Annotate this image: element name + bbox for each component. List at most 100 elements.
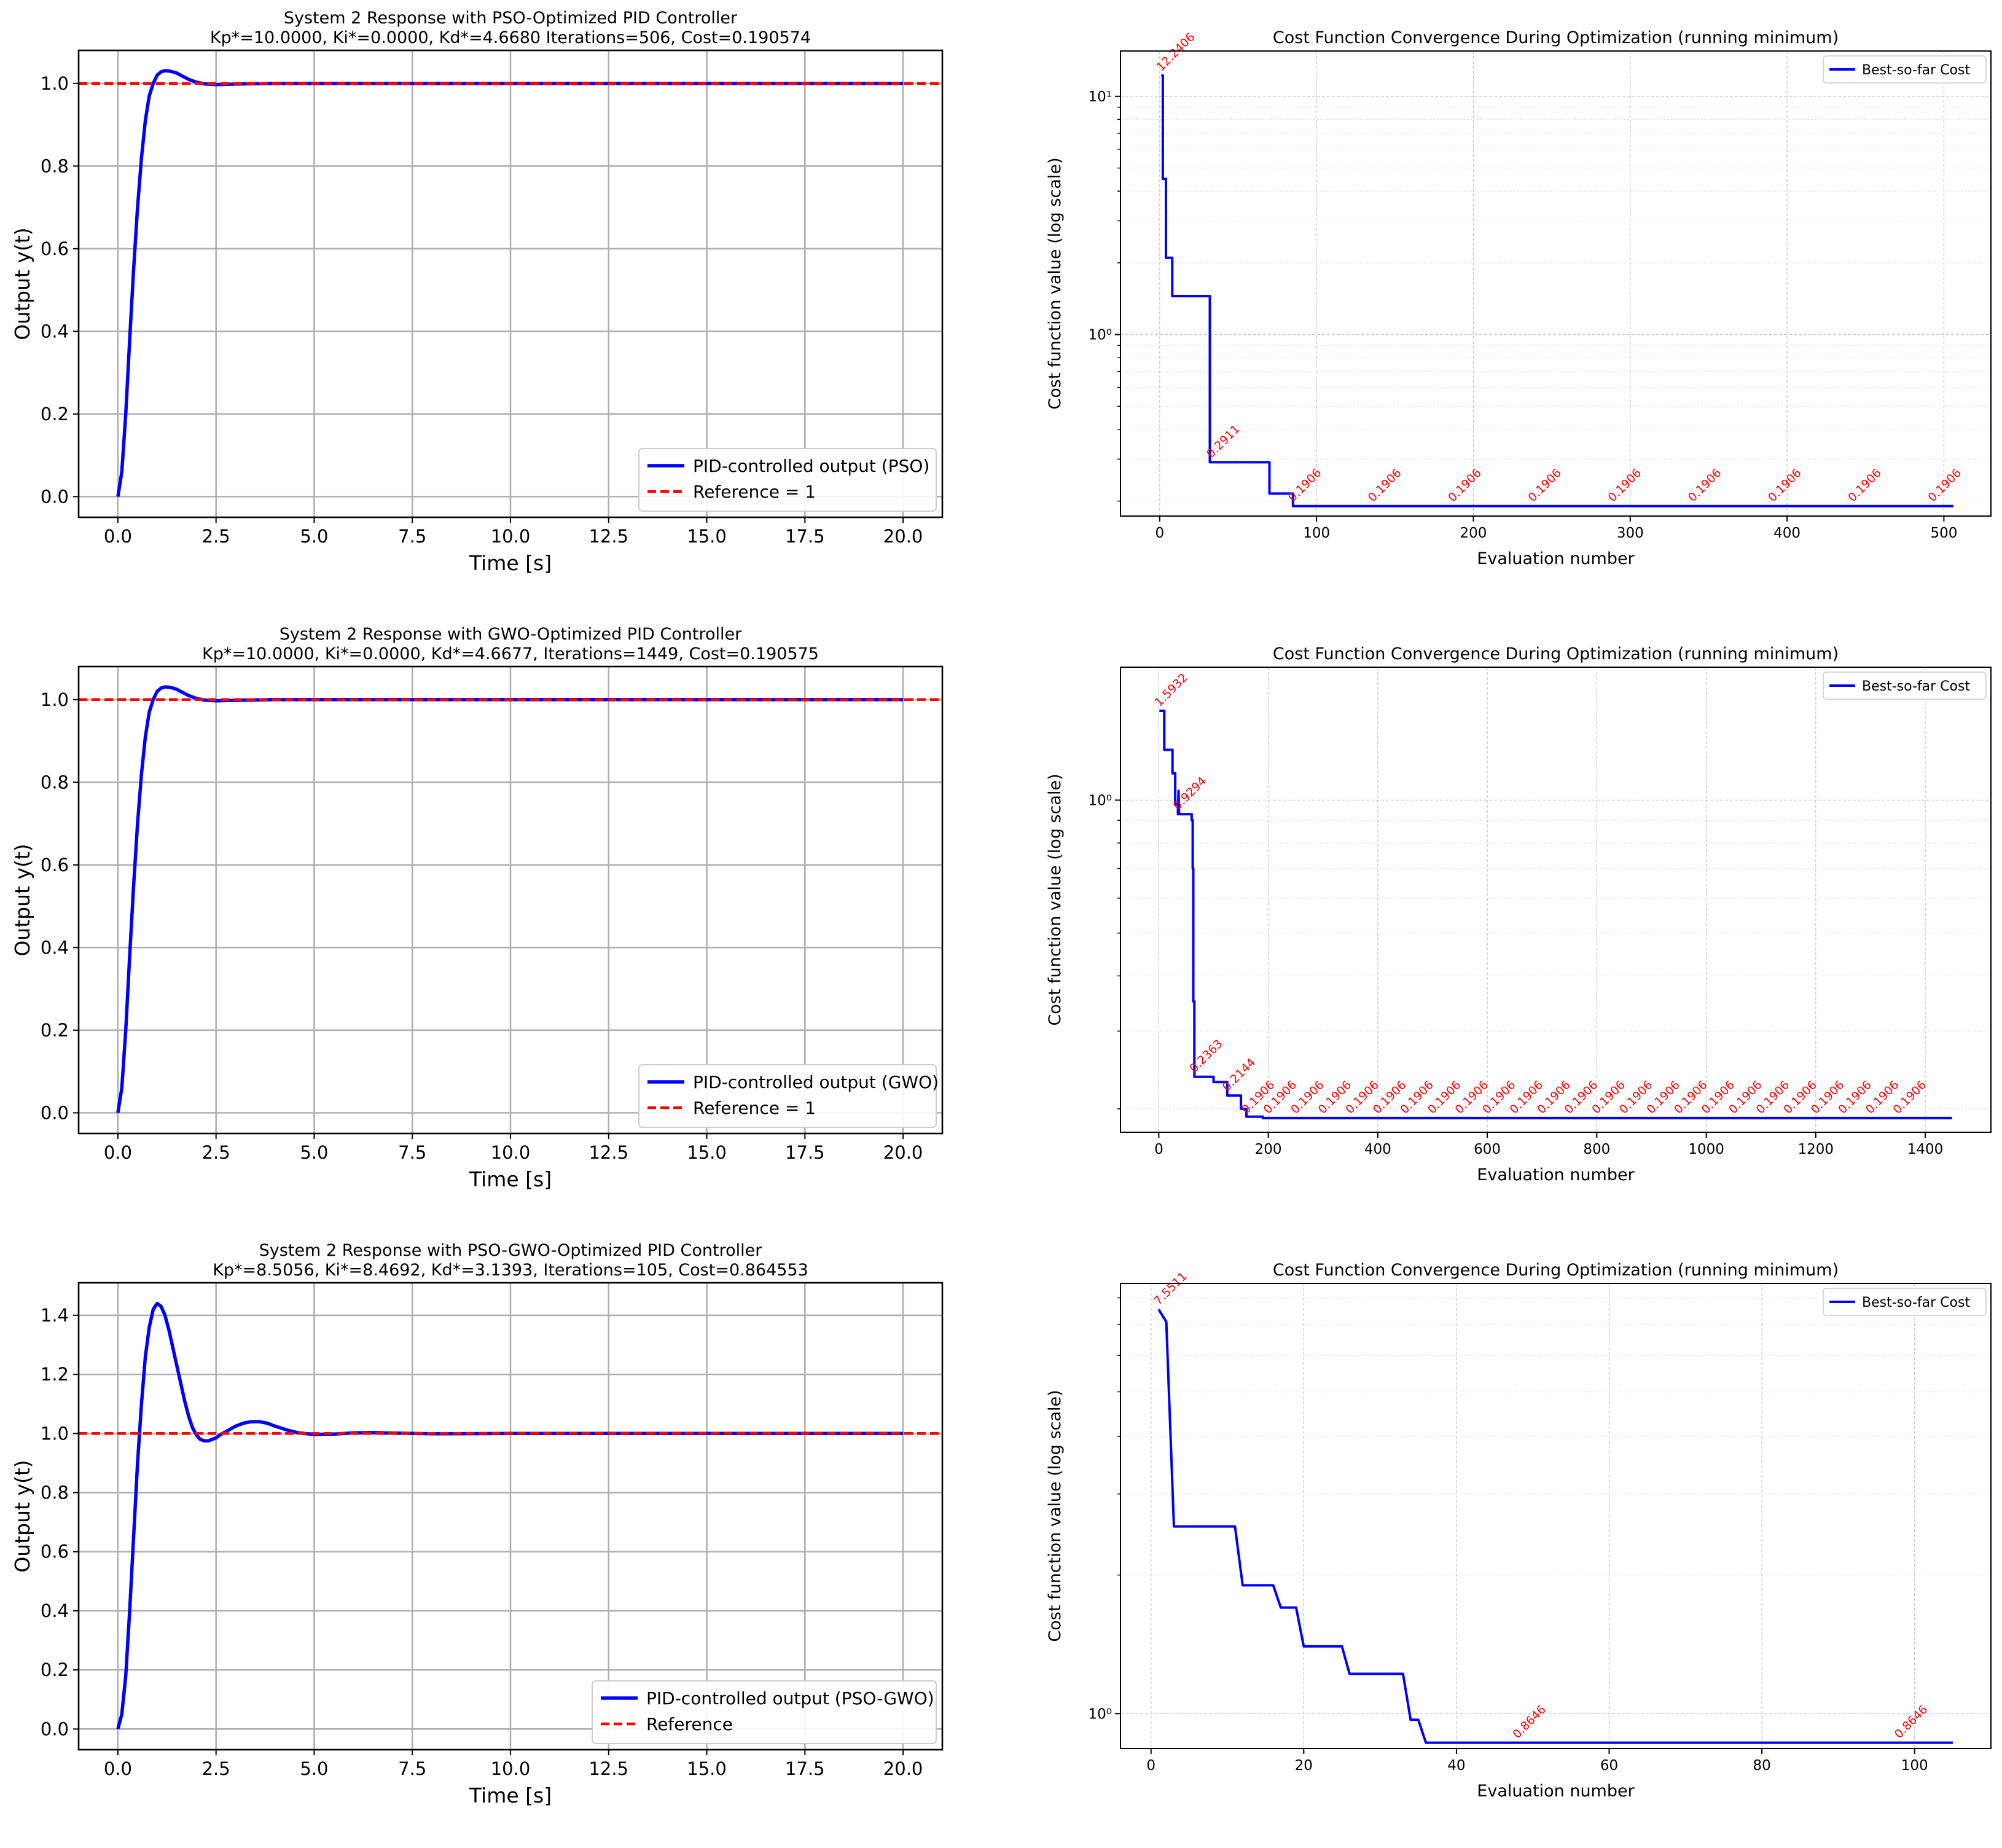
x-tick-label: 5.0 [300, 1142, 328, 1163]
series-group [79, 1301, 942, 1730]
chart-title: Cost Function Convergence During Optimiz… [1273, 644, 1839, 664]
x-tick-label: 80 [1753, 1758, 1770, 1774]
legend-box [1823, 55, 1987, 84]
x-tick-label: 300 [1617, 525, 1644, 541]
x-tick-label: 0.0 [104, 1758, 132, 1779]
x-tick-label: 17.5 [785, 526, 825, 547]
x-tick-label: 17.5 [785, 1758, 825, 1779]
x-tick-label: 12.5 [588, 526, 628, 547]
legend-label: PID-controlled output (GWO) [693, 1072, 939, 1092]
legend-label: Reference [646, 1714, 733, 1734]
x-axis-label: Time [s] [469, 551, 552, 575]
y-tick-label: 0.4 [41, 1600, 69, 1621]
series-group [79, 685, 942, 1113]
x-tick-label: 400 [1364, 1141, 1391, 1157]
x-tick-label: 15.0 [687, 1758, 727, 1779]
y-tick-label: 0.8 [41, 155, 69, 176]
legend-label: Reference = 1 [693, 1098, 816, 1118]
x-tick-label: 2.5 [202, 526, 230, 547]
y-axis-label: Cost function value (log scale) [1046, 157, 1065, 409]
y-tick-label: 0.6 [41, 855, 69, 875]
x-tick-label: 200 [1460, 525, 1487, 541]
series-group [79, 69, 942, 497]
y-tick-label: 0.6 [41, 1541, 69, 1562]
series-line [1159, 710, 1952, 1119]
cost-annotation: 0.1906 [1445, 466, 1484, 505]
cost-annotation: 0.1906 [1525, 466, 1564, 505]
y-axis-label: Output y(t) [10, 1460, 34, 1572]
x-tick-label: 40 [1447, 1758, 1465, 1774]
y-tick-label: 0.2 [41, 1659, 69, 1680]
x-tick-label: 12.5 [588, 1142, 628, 1163]
legend-box [638, 1064, 937, 1128]
legend-label: PID-controlled output (PSO) [693, 456, 929, 476]
y-tick-label: 10¹ [1089, 89, 1112, 105]
y-tick-label: 1.0 [41, 689, 69, 710]
y-tick-label: 0.4 [41, 321, 69, 342]
x-tick-label: 400 [1773, 525, 1801, 541]
x-tick-label: 17.5 [785, 1142, 825, 1163]
y-tick-label: 0.6 [41, 238, 69, 259]
x-tick-label: 2.5 [202, 1142, 230, 1163]
y-tick-label: 0.0 [41, 1718, 69, 1739]
x-tick-label: 60 [1600, 1758, 1618, 1774]
y-tick-label: 0.2 [41, 404, 69, 425]
legend-label: Best-so-far Cost [1862, 1295, 1970, 1310]
axes-frame [1120, 667, 1992, 1133]
legend-label: PID-controlled output (PSO-GWO) [646, 1688, 934, 1709]
series-line [1176, 789, 1181, 815]
y-tick-label: 0.4 [41, 937, 69, 958]
axes-frame [1120, 50, 1992, 517]
x-tick-label: 10.0 [491, 1142, 531, 1163]
y-tick-label: 0.8 [41, 772, 69, 793]
y-axis-label: Cost function value (log scale) [1046, 1390, 1065, 1642]
chart-subtitle: Kp*=10.0000, Ki*=0.0000, Kd*=4.6680 Iter… [210, 28, 811, 47]
y-tick-label: 10⁰ [1089, 1706, 1112, 1722]
chart-title: System 2 Response with PSO-Optimized PID… [284, 9, 738, 28]
y-tick-label: 0.0 [41, 1102, 69, 1123]
cost-annotation: 0.8646 [1510, 1703, 1549, 1742]
x-tick-label: 20.0 [883, 526, 923, 547]
x-tick-label: 7.5 [398, 526, 426, 547]
chart-title: Cost Function Convergence During Optimiz… [1273, 28, 1839, 47]
series-group [1161, 74, 1953, 507]
y-tick-label: 1.2 [41, 1364, 69, 1385]
x-tick-label: 15.0 [687, 526, 727, 547]
cost-annotation: 12.2406 [1154, 30, 1197, 74]
y-tick-label: 1.0 [41, 73, 69, 94]
cost-annotation: 0.1906 [1686, 466, 1724, 505]
x-tick-label: 500 [1930, 525, 1957, 541]
x-tick-label: 1400 [1907, 1141, 1944, 1157]
x-tick-label: 20.0 [883, 1142, 923, 1163]
x-tick-label: 800 [1583, 1141, 1610, 1157]
series-group [1159, 710, 1952, 1119]
cost-annotation: 0.2144 [1220, 1055, 1259, 1094]
x-tick-label: 20 [1295, 1758, 1313, 1774]
x-axis-label: Evaluation number [1477, 1165, 1635, 1184]
x-tick-label: 0.0 [104, 526, 132, 547]
x-axis-label: Evaluation number [1477, 549, 1635, 568]
legend-box [1823, 1288, 1987, 1316]
cost-annotation: 1.5932 [1152, 671, 1191, 710]
cost-annotation: 0.1906 [1366, 466, 1404, 505]
x-tick-label: 10.0 [491, 1758, 531, 1779]
axes-frame [1120, 1283, 1992, 1749]
y-tick-label: 0.2 [41, 1020, 69, 1041]
cost-annotation: 7.5511 [1151, 1269, 1190, 1308]
legend-label: Reference = 1 [693, 482, 816, 502]
series-line [1157, 1309, 1953, 1744]
x-tick-label: 100 [1303, 525, 1330, 541]
x-axis-label: Time [s] [469, 1167, 552, 1191]
x-tick-label: 0 [1146, 1758, 1155, 1774]
cost-annotation: 0.1906 [1606, 466, 1644, 505]
chart-subtitle: Kp*=10.0000, Ki*=0.0000, Kd*=4.6677, Ite… [202, 644, 819, 664]
x-tick-label: 7.5 [398, 1758, 426, 1779]
cost-annotation: 0.2363 [1187, 1037, 1226, 1076]
x-tick-label: 2.5 [202, 1758, 230, 1779]
legend-label: Best-so-far Cost [1862, 63, 1970, 78]
y-axis-label: Output y(t) [10, 227, 34, 340]
y-tick-label: 10⁰ [1089, 327, 1112, 343]
x-axis-label: Evaluation number [1477, 1782, 1635, 1801]
cost-annotation: 0.8646 [1892, 1703, 1931, 1742]
